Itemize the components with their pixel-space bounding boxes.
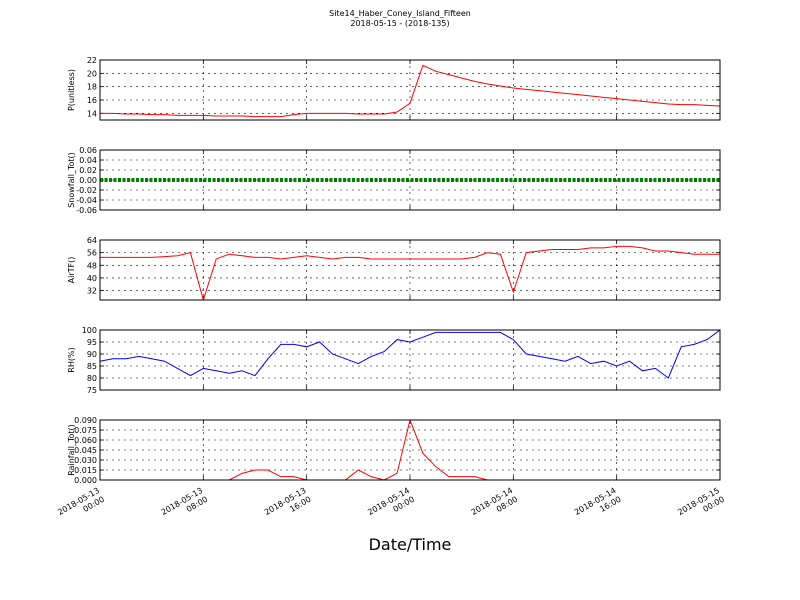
y-tick-label: 80 bbox=[87, 374, 97, 383]
plot-frame bbox=[99, 149, 721, 211]
subplot: 32 40 48 56 64 AirTF() bbox=[67, 236, 721, 301]
y-tick-label: 32 bbox=[87, 287, 97, 296]
x-axis-label: Date/Time bbox=[369, 535, 452, 554]
figure-subtitle: 2018-05-15 - (2018-135) bbox=[350, 19, 449, 28]
plot-frame bbox=[99, 329, 721, 391]
y-tick-label: 90 bbox=[87, 350, 97, 359]
y-tick-label: 0.045 bbox=[74, 446, 97, 455]
y-tick-label: 100 bbox=[82, 326, 97, 335]
y-tick-label: -0.06 bbox=[76, 206, 97, 215]
y-tick-label: 0.02 bbox=[79, 166, 97, 175]
x-tick-label: 2018-05-1416:00 bbox=[573, 486, 623, 526]
x-tick-label: 2018-05-1308:00 bbox=[160, 486, 210, 526]
subplot: 14 16 18 20 22 P(unitless) bbox=[67, 56, 721, 121]
y-tick-label: 0.00 bbox=[79, 176, 97, 185]
y-tick-label: 0.075 bbox=[74, 426, 97, 435]
plot-frame bbox=[99, 59, 721, 121]
y-tick-label: 0.060 bbox=[74, 436, 97, 445]
y-axis-label: RH(%) bbox=[67, 347, 76, 372]
x-tick-label: 2018-05-1316:00 bbox=[263, 486, 313, 526]
data-line bbox=[100, 245, 720, 300]
x-tick-label: 2018-05-1408:00 bbox=[470, 486, 520, 526]
y-tick-label: 0.06 bbox=[79, 146, 97, 155]
x-tick-label: 2018-05-1400:00 bbox=[366, 486, 416, 526]
y-tick-label: 0.030 bbox=[74, 456, 97, 465]
data-line bbox=[100, 330, 720, 379]
y-tick-label: -0.02 bbox=[76, 186, 97, 195]
y-tick-label: 95 bbox=[87, 338, 97, 347]
y-tick-label: 0.090 bbox=[74, 416, 97, 425]
y-tick-label: 85 bbox=[87, 362, 97, 371]
plot-frame bbox=[99, 239, 721, 301]
y-tick-label: -0.04 bbox=[76, 196, 97, 205]
y-axis-label: P(unitless) bbox=[67, 69, 76, 111]
y-tick-label: 16 bbox=[87, 96, 97, 105]
y-tick-label: 18 bbox=[87, 83, 97, 92]
y-tick-label: 64 bbox=[87, 236, 97, 245]
plot-frame bbox=[99, 419, 721, 481]
y-tick-label: 22 bbox=[87, 56, 97, 65]
x-tick-label: 2018-05-1300:00 bbox=[56, 486, 106, 526]
y-tick-label: 20 bbox=[87, 69, 97, 78]
y-tick-label: 0.000 bbox=[74, 476, 97, 485]
y-axis-label: Rainfall_Tot() bbox=[67, 424, 76, 476]
y-tick-label: 0.04 bbox=[79, 156, 97, 165]
y-tick-label: 56 bbox=[87, 249, 97, 258]
figure-title: Site14_Haber_Coney_Island_Fifteen bbox=[329, 9, 471, 18]
y-tick-label: 40 bbox=[87, 274, 97, 283]
y-axis-label: AirTF() bbox=[67, 257, 76, 284]
data-line bbox=[100, 64, 720, 118]
y-tick-label: 0.015 bbox=[74, 466, 97, 475]
x-tick-label: 2018-05-1500:00 bbox=[676, 486, 726, 526]
subplot: -0.06-0.04-0.020.000.020.040.06Snowfall_… bbox=[67, 146, 721, 215]
y-tick-label: 75 bbox=[87, 386, 97, 395]
y-tick-label: 48 bbox=[87, 261, 97, 270]
y-tick-label: 14 bbox=[87, 109, 97, 118]
subplot: 75 80 85 90 95 100 RH(%) bbox=[67, 326, 721, 395]
y-axis-label: Snowfall_Tot() bbox=[67, 152, 76, 208]
